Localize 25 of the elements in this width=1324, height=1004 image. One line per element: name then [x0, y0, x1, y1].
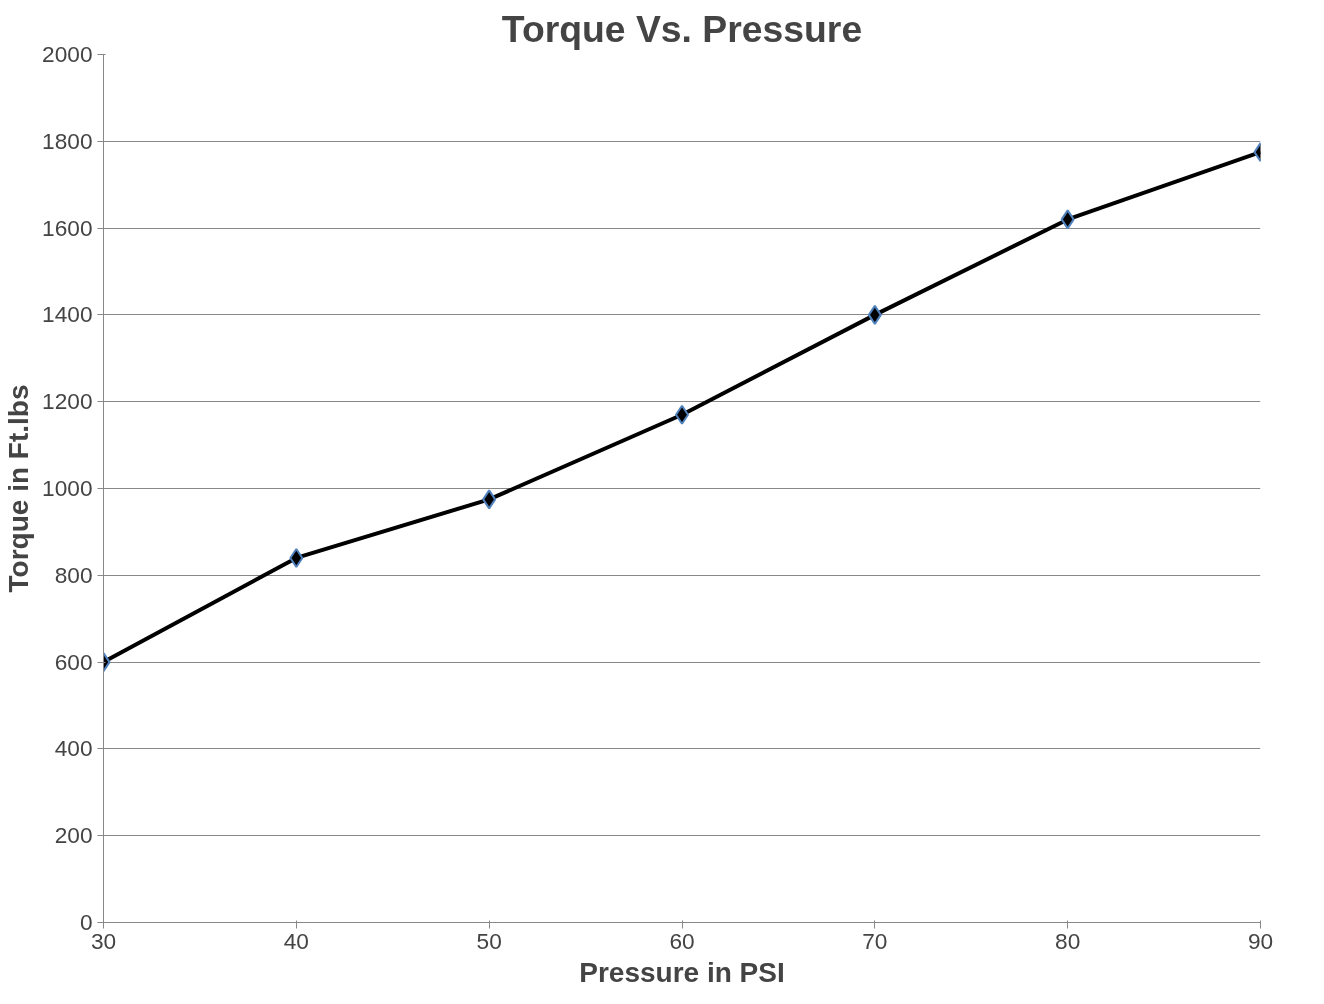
x-tick-label: 90 — [1247, 927, 1274, 954]
x-axis-title: Pressure in PSI — [579, 956, 785, 988]
x-tick-label: 70 — [862, 927, 888, 954]
y-tick-label: 0 — [79, 909, 93, 935]
x-tick-label: 30 — [90, 927, 117, 954]
x-tick-label: 40 — [283, 927, 309, 954]
chart-title: Torque Vs. Pressure — [501, 7, 863, 50]
y-tick-label: 800 — [54, 561, 93, 588]
y-tick-label: 1200 — [42, 388, 93, 415]
x-tick-label: 60 — [669, 927, 695, 954]
y-tick-label: 1000 — [42, 475, 93, 501]
y-axis-title: Torque in Ft.lbs — [3, 384, 35, 593]
point — [867, 304, 882, 325]
y-tick-label: 2000 — [42, 41, 93, 67]
y-tick-label: 200 — [54, 822, 93, 849]
point — [289, 547, 304, 568]
x-tick-label: 50 — [476, 927, 502, 954]
y-tick-label: 600 — [54, 648, 93, 675]
y-tick-label: 400 — [54, 735, 93, 762]
y-tick-label: 1600 — [42, 214, 93, 241]
x-tick-label: 80 — [1055, 927, 1081, 954]
point — [1060, 209, 1075, 230]
point — [482, 489, 497, 510]
y-tick-label: 1400 — [42, 301, 93, 328]
y-tick-label: 1800 — [42, 127, 93, 154]
